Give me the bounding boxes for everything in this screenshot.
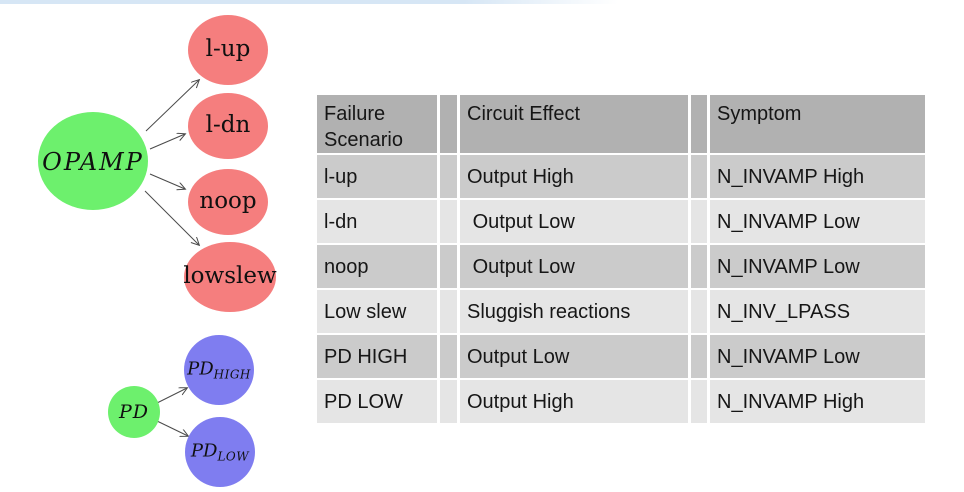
pd-high-main: PD — [187, 358, 214, 380]
edge-opamp-lowslew — [144, 190, 199, 245]
cell-spacer — [691, 155, 707, 198]
cell-scenario: l-up — [317, 155, 437, 198]
cell-spacer — [691, 335, 707, 378]
cell-scenario: Low slew — [317, 290, 437, 333]
pd-low-subscript: LOW — [217, 449, 250, 464]
edge-pd-low — [156, 420, 188, 436]
cell-spacer — [440, 200, 457, 243]
node-pd — [108, 386, 160, 438]
node-label-lup: l-up — [205, 36, 251, 62]
header-failure-scenario: Failure Scenario — [317, 95, 437, 153]
top-edge-highlight — [0, 0, 618, 4]
header-spacer-2 — [691, 95, 707, 153]
cell-effect: Output High — [460, 155, 688, 198]
cell-spacer — [440, 290, 457, 333]
edge-pd-high — [156, 388, 187, 404]
cell-symptom: N_INVAMP Low — [710, 245, 925, 288]
cell-scenario: PD LOW — [317, 380, 437, 423]
cell-spacer — [440, 380, 457, 423]
node-label-pd: PD — [118, 401, 150, 423]
cell-spacer — [691, 200, 707, 243]
cell-spacer — [691, 245, 707, 288]
header-symptom: Symptom — [710, 95, 925, 153]
cell-spacer — [691, 290, 707, 333]
cell-symptom: N_INVAMP Low — [710, 200, 925, 243]
cell-effect: Sluggish reactions — [460, 290, 688, 333]
node-pd-high — [184, 335, 254, 405]
edge-opamp-ldn — [149, 134, 185, 150]
cell-spacer — [691, 380, 707, 423]
node-label-pd-high: PDHIGH — [187, 359, 251, 382]
cell-effect: Output Low — [460, 200, 688, 243]
cell-spacer — [440, 155, 457, 198]
fault-tree-diagram — [38, 15, 276, 487]
node-lowslew — [184, 242, 276, 312]
node-label-noop: noop — [199, 188, 257, 214]
edge-opamp-noop — [149, 173, 185, 189]
node-label-lowslew: lowslew — [183, 263, 277, 289]
cell-symptom: N_INVAMP Low — [710, 335, 925, 378]
cell-scenario: PD HIGH — [317, 335, 437, 378]
pd-low-main: PD — [190, 440, 218, 462]
cell-scenario: noop — [317, 245, 437, 288]
node-label-pd-low: PDLOW — [191, 441, 249, 464]
node-label-ldn: l-dn — [205, 112, 251, 138]
node-lup — [188, 15, 268, 85]
cell-effect: Output Low — [460, 245, 688, 288]
failure-table: Failure Scenario Circuit Effect Symptom … — [317, 95, 925, 423]
cell-spacer — [440, 335, 457, 378]
cell-effect: Output High — [460, 380, 688, 423]
node-opamp — [38, 112, 148, 210]
cell-symptom: N_INVAMP High — [710, 380, 925, 423]
cell-symptom: N_INV_LPASS — [710, 290, 925, 333]
node-pd-low — [185, 417, 255, 487]
node-label-opamp: OPAMP — [42, 148, 144, 176]
node-ldn — [188, 93, 268, 159]
cell-effect: Output Low — [460, 335, 688, 378]
edge-opamp-lup — [145, 80, 199, 132]
cell-scenario: l-dn — [317, 200, 437, 243]
pd-high-subscript: HIGH — [213, 367, 251, 382]
header-spacer-1 — [440, 95, 457, 153]
cell-spacer — [440, 245, 457, 288]
node-noop — [188, 169, 268, 235]
cell-symptom: N_INVAMP High — [710, 155, 925, 198]
header-circuit-effect: Circuit Effect — [460, 95, 688, 153]
